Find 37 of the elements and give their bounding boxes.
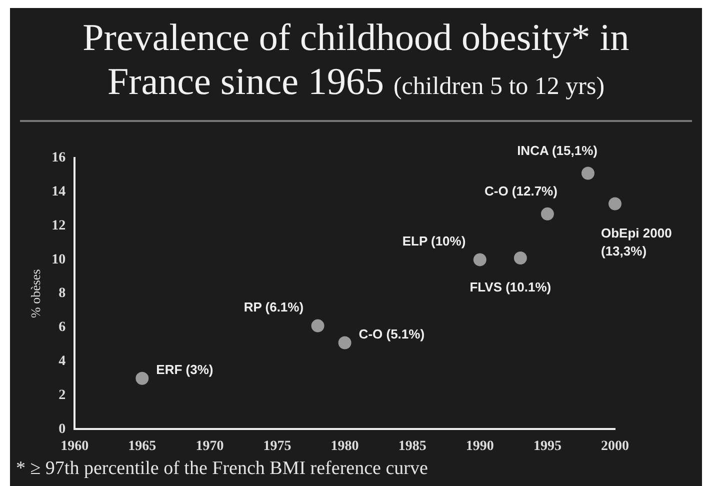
x-tick-label: 1960	[60, 439, 89, 454]
data-label: RP (6.1%)	[244, 299, 304, 314]
x-tick-label: 1995	[533, 439, 562, 454]
data-label: INCA (15,1%)	[517, 142, 598, 158]
y-tick-label: 2	[58, 388, 66, 403]
x-tick-label: 1965	[128, 439, 156, 454]
y-tick-label: 4	[58, 354, 66, 370]
data-label: C-O (5.1%)	[358, 326, 425, 342]
point	[473, 253, 486, 266]
data-label: ObEpi 2000 (13,3%)	[601, 225, 672, 258]
text: * ≥ 97th percentile of the French BMI reference curve	[16, 458, 428, 480]
y-tick-label: 6	[58, 320, 66, 336]
point	[540, 207, 554, 220]
y-tick-label: 12	[52, 218, 66, 234]
x-tick-label: 1990	[466, 439, 494, 454]
point	[514, 252, 527, 265]
x-tick-label: 1975	[263, 439, 292, 454]
point	[338, 336, 352, 350]
data-label: ELP (10%)	[402, 233, 466, 248]
y-tick-label: 10	[52, 252, 66, 268]
y-tick-label: 14	[52, 184, 66, 200]
data-label: FLVS (10.1%)	[470, 280, 552, 295]
x-tick-label: 2000	[601, 439, 629, 454]
y-axis-title: % obèses	[28, 269, 44, 318]
y-tick-label: 16	[52, 150, 66, 166]
point	[311, 319, 324, 332]
x-tick-label: 1980	[330, 439, 359, 454]
data-label: C-O (12.7%)	[484, 184, 558, 199]
chart-subtitle: (children 5 to 12 yrs)	[393, 73, 605, 100]
point	[136, 372, 149, 385]
data-label: ERF (3%)	[156, 362, 214, 377]
x-tick-label: 1970	[196, 439, 224, 454]
point	[581, 166, 594, 180]
y-tick-label: 8	[58, 286, 66, 302]
point	[608, 197, 622, 210]
y-tick-label: 0	[58, 422, 66, 437]
x-tick-label: 1985	[398, 439, 426, 454]
